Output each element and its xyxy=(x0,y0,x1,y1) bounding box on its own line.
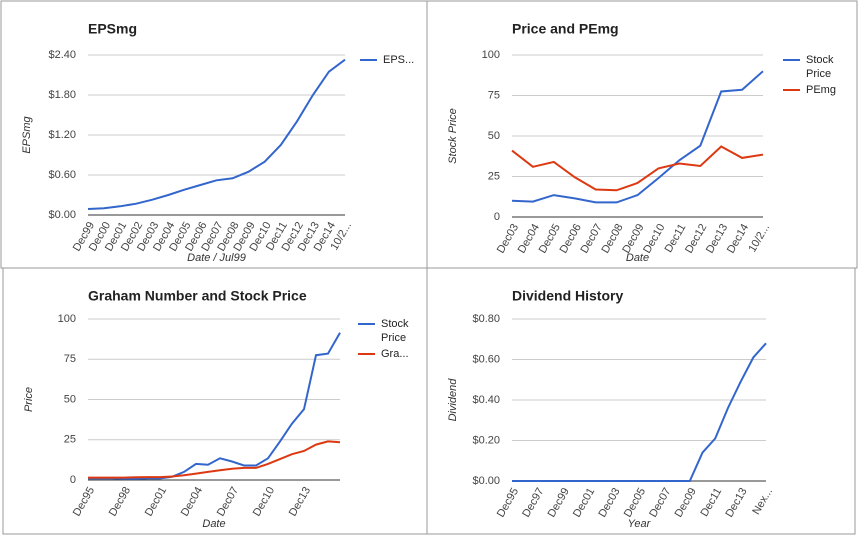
x-tick-label: Dec05 xyxy=(622,486,648,520)
x-tick-label: Dec07 xyxy=(647,486,673,520)
y-axis-title: Dividend xyxy=(447,378,459,422)
y-tick-label: 0 xyxy=(70,474,76,486)
y-tick-label: $0.40 xyxy=(472,394,500,406)
y-tick-label: $0.00 xyxy=(472,475,500,487)
x-tick-label: Dec99 xyxy=(546,486,572,520)
legend-label: Gra... xyxy=(381,348,409,360)
x-axis-title: Year xyxy=(628,518,652,530)
y-tick-label: 75 xyxy=(64,353,76,365)
x-tick-label: Dec14 xyxy=(725,222,751,256)
chart-title: Price and PEmg xyxy=(512,21,619,37)
y-tick-label: $0.00 xyxy=(48,209,76,221)
x-tick-label: Dec98 xyxy=(107,485,133,519)
x-tick-label: Dec95 xyxy=(495,486,521,520)
chart-title: Graham Number and Stock Price xyxy=(88,288,307,304)
x-tick-label: Dec09 xyxy=(673,486,699,520)
panel xyxy=(426,267,856,535)
legend-entry: Gra... xyxy=(381,348,409,360)
legend-label: PEmg xyxy=(806,84,836,96)
series-line xyxy=(87,58,346,210)
legend-entry: PEmg xyxy=(806,84,836,96)
y-tick-label: 50 xyxy=(64,393,76,405)
y-tick-label: $0.60 xyxy=(48,169,76,181)
legend-label: Stock Price xyxy=(806,54,834,80)
y-tick-label: 50 xyxy=(488,130,500,142)
y-tick-label: 0 xyxy=(494,211,500,223)
series-line xyxy=(88,440,341,479)
y-tick-label: $0.20 xyxy=(472,434,500,446)
legend-entry: EPS... xyxy=(383,54,415,66)
y-tick-label: $0.80 xyxy=(472,313,500,325)
x-tick-label: Dec07 xyxy=(215,485,241,519)
x-tick-label: Nex... xyxy=(750,486,775,517)
y-tick-label: $1.20 xyxy=(48,129,76,141)
x-tick-label: Dec03 xyxy=(596,486,622,520)
y-axis-title: Stock Price xyxy=(447,108,459,164)
series-line xyxy=(511,145,764,192)
legend-label: Stock Price xyxy=(381,318,409,344)
x-tick-label: Dec10 xyxy=(251,485,277,519)
legend-entry: Stock Price xyxy=(381,318,409,344)
x-tick-label: Dec97 xyxy=(520,486,546,520)
x-axis-title: Date xyxy=(202,518,225,530)
x-tick-label: Dec11 xyxy=(698,486,724,519)
chart-title: EPSmg xyxy=(88,21,137,37)
legend-label: EPS... xyxy=(383,54,415,66)
y-tick-label: 25 xyxy=(488,170,500,182)
x-tick-label: Dec01 xyxy=(143,485,169,519)
y-tick-label: $2.40 xyxy=(48,49,76,61)
series-line xyxy=(512,342,767,482)
x-axis-title: Date / Jul99 xyxy=(187,252,246,264)
x-tick-label: Dec01 xyxy=(571,486,597,520)
x-tick-label: 10/2... xyxy=(746,222,772,254)
y-tick-label: 100 xyxy=(482,49,500,61)
x-tick-label: Dec13 xyxy=(287,485,313,519)
y-tick-label: 100 xyxy=(58,313,76,325)
series-line xyxy=(88,332,341,480)
y-tick-label: 75 xyxy=(488,89,500,101)
y-axis-title: Price xyxy=(23,387,35,412)
x-axis-title: Date xyxy=(626,252,649,264)
y-tick-label: 25 xyxy=(64,434,76,446)
legend-entry: Stock Price xyxy=(806,54,834,80)
y-tick-label: $0.60 xyxy=(472,353,500,365)
x-tick-label: Dec95 xyxy=(71,485,97,519)
y-tick-label: $1.80 xyxy=(48,89,76,101)
chart-title: Dividend History xyxy=(512,288,623,304)
x-tick-label: Dec04 xyxy=(179,485,205,519)
series-line xyxy=(511,70,764,204)
x-tick-label: Dec13 xyxy=(723,486,749,520)
y-axis-title: EPSmg xyxy=(21,115,33,153)
